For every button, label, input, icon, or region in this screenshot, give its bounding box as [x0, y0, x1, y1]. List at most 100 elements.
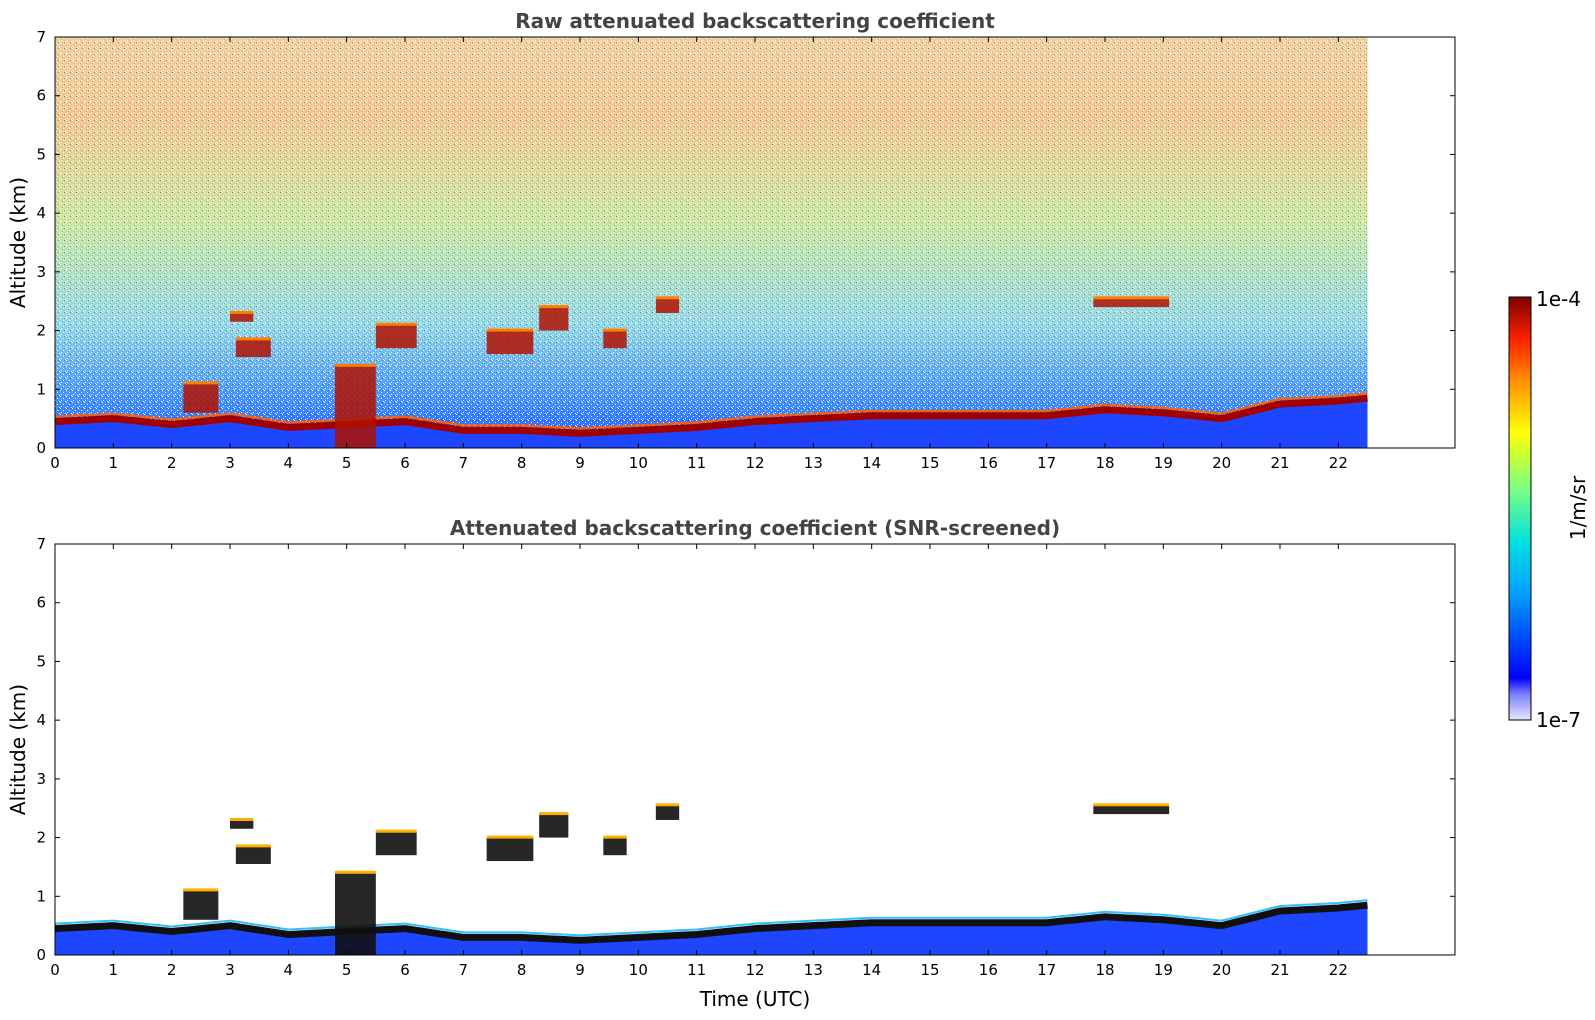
cloud-layer-edge	[1093, 803, 1170, 807]
cloud-layer-edge	[375, 829, 417, 833]
x-tick-label: 18	[1095, 454, 1114, 472]
y-axis-label: Altitude (km)	[6, 177, 30, 308]
x-tick-label: 20	[1212, 454, 1231, 472]
x-tick-label: 12	[745, 454, 764, 472]
cloud-layer-edge	[183, 888, 219, 892]
cloud-layer-edge	[655, 803, 680, 807]
x-tick-label: 9	[575, 961, 585, 979]
x-tick-label: 12	[745, 961, 764, 979]
x-tick-label: 17	[1037, 961, 1056, 979]
raw-backscatter-panel: 0 1 2 3 4 5 6 7 8 9 10 11 12 13 14 15 16 17 18 19 20 21 220123…	[6, 9, 1456, 472]
cloud-layer-edge	[335, 363, 376, 367]
x-tick-label: 6	[400, 454, 410, 472]
cloud-layer	[1093, 298, 1170, 308]
cloud-layer-edge	[603, 835, 627, 839]
screened-backscatter-panel: 0 1 2 3 4 5 6 7 8 9 10 11 12 13 14 15 16 17 18 19 20 21 220123…	[6, 516, 1456, 1011]
raw-signal-noise	[55, 37, 1368, 448]
boundary-layer-edge	[55, 899, 1368, 937]
y-tick-label: 3	[36, 770, 46, 788]
x-tick-label: 1	[109, 454, 119, 472]
cloud-layer	[486, 837, 534, 862]
cloud-layer	[539, 307, 569, 331]
cloud-layer	[235, 846, 271, 864]
y-tick-label: 7	[36, 28, 46, 46]
x-tick-label: 2	[167, 454, 177, 472]
y-tick-label: 1	[36, 380, 46, 398]
y-tick-label: 7	[36, 535, 46, 553]
cloud-layer	[655, 298, 680, 313]
colorbar-gradient	[1508, 296, 1532, 721]
x-tick-label: 14	[862, 454, 881, 472]
boundary-layer-top	[55, 901, 1368, 944]
plot-frame	[54, 543, 1456, 956]
x-tick-label: 16	[979, 454, 998, 472]
x-tick-label: 19	[1154, 961, 1173, 979]
boundary-layer-area	[55, 905, 1368, 955]
y-tick-label: 0	[36, 439, 46, 457]
cloud-layer-edge	[375, 322, 417, 326]
x-tick-label: 18	[1095, 961, 1114, 979]
cloud-layer	[603, 330, 627, 349]
x-tick-label: 21	[1270, 961, 1289, 979]
cloud-layer-edge	[335, 870, 376, 874]
cloud-layer	[655, 805, 680, 820]
x-tick-label: 3	[225, 961, 235, 979]
boundary-layer-top	[55, 394, 1368, 437]
x-tick-label: 11	[687, 961, 706, 979]
y-tick-label: 2	[36, 322, 46, 340]
x-tick-label: 5	[342, 961, 352, 979]
cloud-layer-edge	[655, 296, 680, 300]
cloud-layer	[235, 339, 271, 357]
cloud-layer	[335, 872, 376, 955]
y-tick-label: 4	[36, 204, 46, 222]
y-tick-label: 5	[36, 145, 46, 163]
x-tick-label: 3	[225, 454, 235, 472]
cloud-layer	[486, 330, 534, 355]
cloud-layer-edge	[183, 381, 219, 385]
x-axis-label: Time (UTC)	[699, 987, 811, 1011]
y-tick-label: 0	[36, 946, 46, 964]
colorbar-max-label: 1e-4	[1536, 287, 1581, 311]
x-tick-label: 5	[342, 454, 352, 472]
y-tick-label: 5	[36, 652, 46, 670]
cloud-layer	[375, 324, 417, 349]
x-tick-label: 7	[459, 454, 469, 472]
x-tick-label: 4	[284, 961, 294, 979]
cloud-layer-edge	[230, 310, 254, 314]
x-tick-label: 22	[1329, 454, 1348, 472]
y-axis-label: Altitude (km)	[6, 684, 30, 815]
boundary-layer-edge	[55, 392, 1368, 430]
cloud-layer	[539, 814, 569, 838]
y-tick-label: 3	[36, 263, 46, 281]
x-tick-label: 0	[50, 961, 60, 979]
cloud-layer-edge	[230, 817, 254, 821]
x-tick-label: 17	[1037, 454, 1056, 472]
y-tick-label: 2	[36, 829, 46, 847]
chart-title: Attenuated backscattering coefficient (S…	[450, 516, 1060, 540]
x-tick-label: 4	[284, 454, 294, 472]
cloud-layer-edge	[235, 337, 271, 341]
x-tick-label: 8	[517, 961, 527, 979]
cloud-layer	[230, 819, 254, 829]
heatmap-area	[55, 37, 1368, 448]
boundary-layer-area	[55, 398, 1368, 448]
cloud-layer	[1093, 805, 1170, 815]
x-tick-label: 21	[1270, 454, 1289, 472]
cloud-layer-edge	[539, 812, 569, 816]
x-tick-label: 10	[629, 961, 648, 979]
cloud-layer	[230, 312, 254, 322]
cloud-layer	[183, 890, 219, 920]
cloud-layer	[375, 831, 417, 856]
heatmap-area	[55, 803, 1368, 955]
x-tick-label: 6	[400, 961, 410, 979]
x-tick-label: 14	[862, 961, 881, 979]
x-tick-label: 8	[517, 454, 527, 472]
cloud-layer-edge	[539, 305, 569, 309]
x-tick-label: 16	[979, 961, 998, 979]
y-tick-label: 1	[36, 887, 46, 905]
y-tick-label: 6	[36, 594, 46, 612]
cloud-layer-edge	[1093, 296, 1170, 300]
x-tick-label: 9	[575, 454, 585, 472]
y-tick-label: 4	[36, 711, 46, 729]
x-tick-label: 0	[50, 454, 60, 472]
